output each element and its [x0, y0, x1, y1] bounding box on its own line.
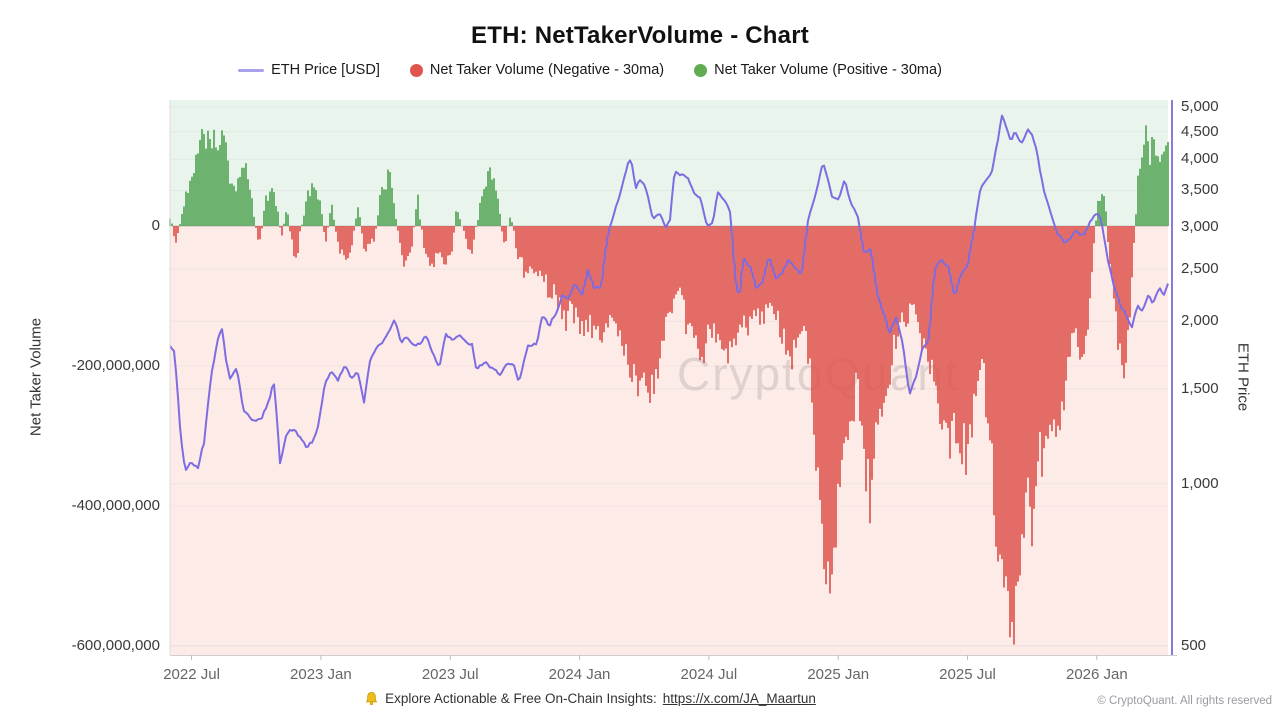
x-axis-label: 2023 Jan: [290, 666, 352, 683]
legend-item-eth-price[interactable]: ETH Price [USD]: [238, 62, 380, 78]
price-tick-label: 500: [1181, 636, 1207, 654]
price-tick-label: 3,500: [1181, 181, 1219, 199]
price-tick-label: 4,000: [1181, 150, 1219, 168]
volume-axis-title: Net Taker Volume: [27, 317, 45, 437]
footer-link[interactable]: https://x.com/JA_Maartun: [662, 691, 816, 706]
x-axis-label: 2025 Jul: [939, 666, 996, 683]
legend-label: ETH Price [USD]: [271, 62, 380, 78]
volume-tick-label: 0: [151, 217, 160, 234]
legend-item-positive-volume[interactable]: Net Taker Volume (Positive - 30ma): [694, 62, 942, 78]
volume-tick-label: -600,000,000: [71, 637, 160, 654]
x-axis-label: 2025 Jan: [807, 666, 870, 683]
price-tick-label: 1,000: [1181, 474, 1219, 492]
price-tick-label: 4,500: [1181, 122, 1219, 140]
price-tick-label: 5,000: [1181, 97, 1219, 115]
x-axis-label: 2024 Jan: [548, 666, 611, 683]
bell-icon: [365, 692, 378, 706]
price-tick-label: 3,000: [1181, 217, 1219, 235]
chart-canvas: CryptoQuant: [169, 100, 1177, 660]
x-axis-label: 2026 Jan: [1065, 666, 1128, 683]
footer-promo: Explore Actionable & Free On-Chain Insig…: [0, 691, 1180, 706]
x-axis-label: 2022 Jul: [163, 666, 220, 683]
legend-label: Net Taker Volume (Negative - 30ma): [429, 62, 665, 78]
page-title: ETH: NetTakerVolume - Chart: [471, 22, 809, 49]
red-dot-icon: [409, 63, 423, 77]
x-axis-label: 2023 Jul: [421, 666, 479, 683]
green-dot-icon: [694, 63, 708, 77]
legend-label: Net Taker Volume (Positive - 30ma): [714, 62, 942, 78]
chart-legend: ETH Price [USD] Net Taker Volume (Negati…: [0, 62, 1180, 78]
line-swatch-icon: [238, 68, 265, 72]
price-tick-label: 2,500: [1181, 260, 1219, 278]
volume-tick-label: -400,000,000: [71, 497, 160, 514]
copyright-text: © CryptoQuant. All rights reserved: [1097, 695, 1272, 707]
footer-text: Explore Actionable & Free On-Chain Insig…: [385, 691, 657, 706]
volume-tick-label: -200,000,000: [71, 357, 160, 374]
price-tick-label: 1,500: [1181, 379, 1219, 397]
price-axis-title: ETH Price: [1234, 342, 1252, 412]
price-tick-label: 2,000: [1181, 312, 1219, 330]
x-axis-label: 2024 Jul: [680, 666, 738, 683]
legend-item-negative-volume[interactable]: Net Taker Volume (Negative - 30ma): [409, 62, 665, 78]
